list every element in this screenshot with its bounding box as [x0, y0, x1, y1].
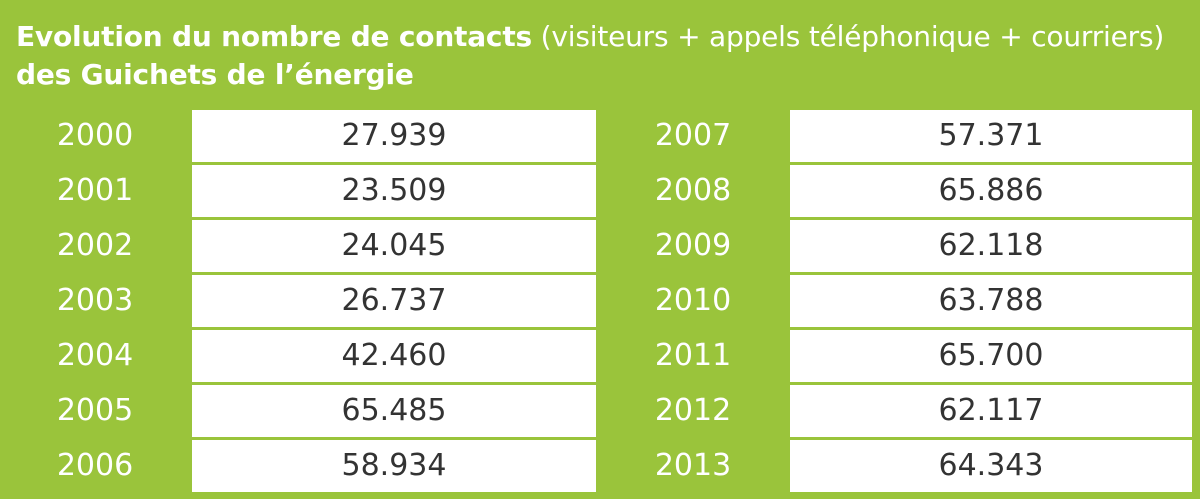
- year-cell: 2006: [56, 448, 134, 483]
- value-cell: 57.371: [790, 110, 1192, 162]
- value-cell: 65.886: [790, 165, 1192, 217]
- year-cell: 2009: [654, 228, 732, 263]
- value-cell: 24.045: [192, 220, 596, 272]
- value-cell: 62.118: [790, 220, 1192, 272]
- year-cell: 2011: [654, 338, 732, 373]
- year-cell: 2007: [654, 118, 732, 153]
- year-cell: 2000: [56, 118, 134, 153]
- value-cell: 42.460: [192, 330, 596, 382]
- year-cell: 2008: [654, 173, 732, 208]
- value-cell: 27.939: [192, 110, 596, 162]
- year-cell: 2004: [56, 338, 134, 373]
- year-cell: 2002: [56, 228, 134, 263]
- year-cell: 2013: [654, 448, 732, 483]
- year-cell: 2003: [56, 283, 134, 318]
- value-cell: 64.343: [790, 440, 1192, 492]
- title-bold: Evolution du nombre de contacts: [16, 20, 532, 53]
- year-cell: 2005: [56, 393, 134, 428]
- value-cell: 65.700: [790, 330, 1192, 382]
- value-cell: 58.934: [192, 440, 596, 492]
- value-cell: 26.737: [192, 275, 596, 327]
- year-cell: 2010: [654, 283, 732, 318]
- value-cell: 23.509: [192, 165, 596, 217]
- table-title: Evolution du nombre de contacts (visiteu…: [16, 18, 1186, 94]
- year-cell: 2001: [56, 173, 134, 208]
- title-normal: (visiteurs + appels téléphonique + courr…: [531, 20, 1165, 53]
- value-cell: 63.788: [790, 275, 1192, 327]
- year-cell: 2012: [654, 393, 732, 428]
- value-cell: 65.485: [192, 385, 596, 437]
- value-cell: 62.117: [790, 385, 1192, 437]
- title-line2: des Guichets de l’énergie: [16, 58, 414, 91]
